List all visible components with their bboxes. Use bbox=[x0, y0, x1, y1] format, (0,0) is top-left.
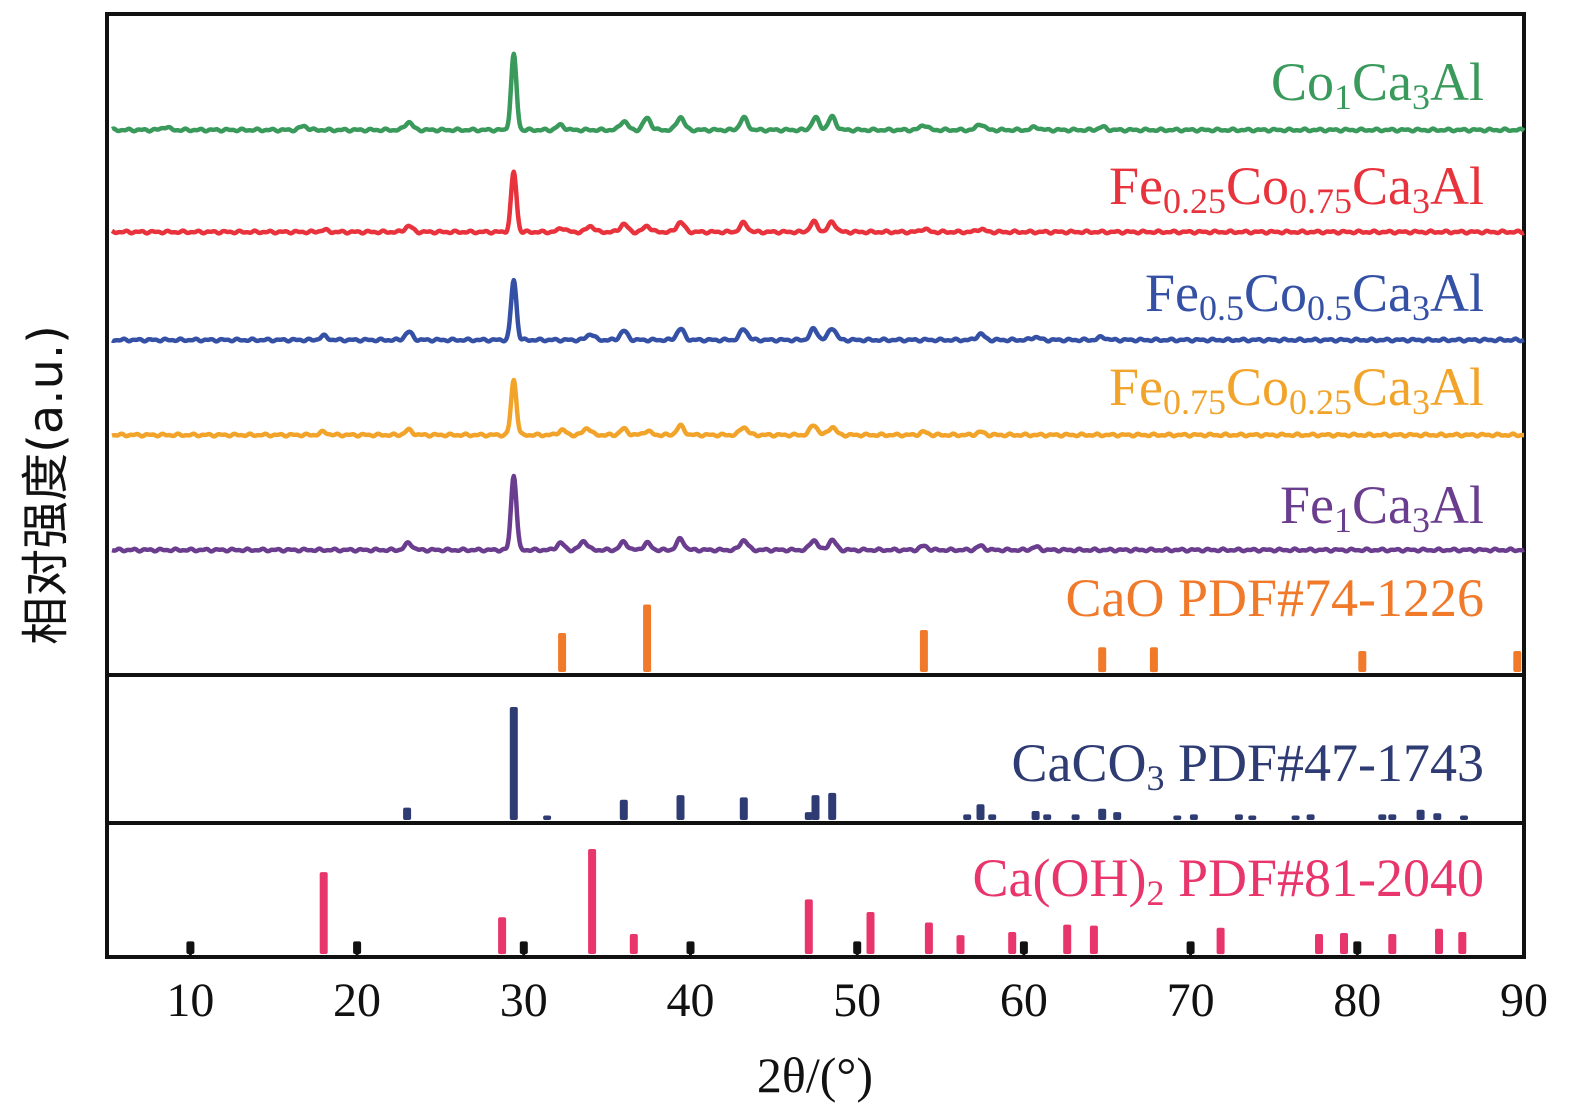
ref-2-stick-8 bbox=[1008, 932, 1017, 954]
ref-1-stick-22 bbox=[1306, 814, 1315, 820]
panels bbox=[105, 12, 1526, 959]
ref-2-stick-7 bbox=[956, 935, 965, 954]
ref-1-stick-15 bbox=[1098, 808, 1107, 820]
ref-1-stick-6 bbox=[804, 812, 813, 820]
ref-2-stick-6 bbox=[924, 922, 933, 954]
ref-1-stick-11 bbox=[988, 814, 997, 820]
ref-1-stick-18 bbox=[1189, 814, 1198, 820]
x-tick-label-4: 50 bbox=[833, 974, 881, 1027]
plot-frame bbox=[105, 12, 1526, 959]
legend-label-2: Fe0.5Co0.5Ca3Al bbox=[1145, 263, 1484, 328]
ref-1-stick-13 bbox=[1043, 814, 1052, 820]
ref-0-stick-0 bbox=[558, 633, 567, 672]
ref-2-stick-9 bbox=[1063, 924, 1072, 954]
ref-1-stick-20 bbox=[1248, 815, 1257, 820]
ref-1-stick-16 bbox=[1113, 812, 1122, 820]
ref-2-stick-16 bbox=[1458, 932, 1467, 954]
ref-1-stick-3 bbox=[619, 799, 628, 820]
series-lines bbox=[110, 51, 1526, 554]
legend-labels: Co1Ca3Al Fe0.25Co0.75Ca3Al Fe0.5Co0.5Ca3Al… bbox=[973, 52, 1485, 913]
ref-1-stick-23 bbox=[1378, 814, 1387, 820]
ref-1-stick-19 bbox=[1234, 814, 1243, 820]
ref-0-stick-3 bbox=[1098, 647, 1107, 673]
legend-label-6: CaCO3 PDF#47-1743 bbox=[1011, 733, 1484, 798]
x-tick-label-8: 90 bbox=[1500, 974, 1548, 1027]
ref-2-stick-10 bbox=[1089, 925, 1098, 954]
ref-1-stick-25 bbox=[1416, 809, 1425, 820]
ref-1-stick-21 bbox=[1291, 815, 1300, 820]
y-axis-label: 相对强度(a.u.) bbox=[18, 325, 74, 645]
ref-2-stick-4 bbox=[804, 899, 813, 954]
x-tick-label-6: 70 bbox=[1167, 974, 1215, 1027]
legend-label-5: CaO PDF#74-1226 bbox=[1065, 568, 1484, 628]
x-tick-label-2: 30 bbox=[500, 974, 548, 1027]
legend-label-0: Co1Ca3Al bbox=[1271, 52, 1484, 117]
x-ticks: 10 20 30 40 50 60 70 80 90 bbox=[166, 947, 1548, 1027]
series-line-2 bbox=[110, 277, 1526, 344]
ref-0-stick-6 bbox=[1513, 651, 1522, 672]
x-tick-label-5: 60 bbox=[1000, 974, 1048, 1027]
ref-1-stick-8 bbox=[828, 792, 837, 820]
series-line-3 bbox=[110, 377, 1526, 439]
ref-2-stick-14 bbox=[1388, 934, 1397, 954]
ref-2-stick-12 bbox=[1315, 934, 1323, 954]
ref-1-stick-0 bbox=[403, 807, 412, 820]
ref-1-stick-26 bbox=[1433, 813, 1442, 820]
ref-2-stick-5 bbox=[866, 912, 875, 954]
ref-1-stick-12 bbox=[1031, 811, 1040, 820]
ref-1-stick-10 bbox=[976, 804, 985, 820]
ref-1-stick-24 bbox=[1388, 814, 1397, 820]
ref-2-stick-11 bbox=[1216, 927, 1225, 955]
series-line-4 bbox=[110, 473, 1526, 554]
ref-1-stick-14 bbox=[1071, 814, 1080, 820]
x-tick-label-1: 20 bbox=[333, 974, 381, 1027]
legend-label-4: Fe1Ca3Al bbox=[1280, 475, 1484, 540]
ref-2-stick-1 bbox=[498, 917, 507, 955]
ref-1-stick-5 bbox=[739, 797, 748, 820]
ref-0-stick-1 bbox=[643, 604, 652, 672]
ref-0-stick-2 bbox=[919, 630, 928, 672]
ref-2-stick-0 bbox=[319, 872, 328, 954]
legend-label-1: Fe0.25Co0.75Ca3Al bbox=[1109, 156, 1484, 221]
ref-1-stick-7 bbox=[811, 795, 820, 820]
ref-1-stick-27 bbox=[1460, 815, 1468, 820]
ref-2-stick-3 bbox=[629, 934, 638, 954]
legend-label-3: Fe0.75Co0.25Ca3Al bbox=[1109, 357, 1484, 422]
ref-1-stick-1 bbox=[509, 707, 518, 820]
reference-sticks bbox=[186, 604, 1522, 955]
series-line-0 bbox=[110, 51, 1526, 134]
x-tick-label-0: 10 bbox=[166, 974, 214, 1027]
ref-1-stick-9 bbox=[963, 814, 972, 820]
ref-1-stick-4 bbox=[676, 795, 685, 820]
x-tick-label-7: 80 bbox=[1333, 974, 1381, 1027]
x-tick-label-3: 40 bbox=[666, 974, 714, 1027]
ref-2-stick-13 bbox=[1340, 933, 1348, 954]
ref-1-stick-17 bbox=[1173, 815, 1182, 820]
axes: 10 20 30 40 50 60 70 80 90 2θ/(°) 相对强度(a.u.) bbox=[18, 325, 1548, 1103]
ref-1-stick-2 bbox=[543, 815, 552, 820]
ref-2-stick-2 bbox=[588, 849, 597, 954]
legend-label-7: Ca(OH)2 PDF#81-2040 bbox=[973, 848, 1485, 913]
x-axis-label: 2θ/(°) bbox=[757, 1047, 873, 1103]
ref-2-stick-15 bbox=[1435, 928, 1443, 954]
ref-0-stick-5 bbox=[1358, 651, 1367, 672]
series-line-1 bbox=[110, 169, 1526, 236]
ref-0-stick-4 bbox=[1149, 647, 1158, 673]
